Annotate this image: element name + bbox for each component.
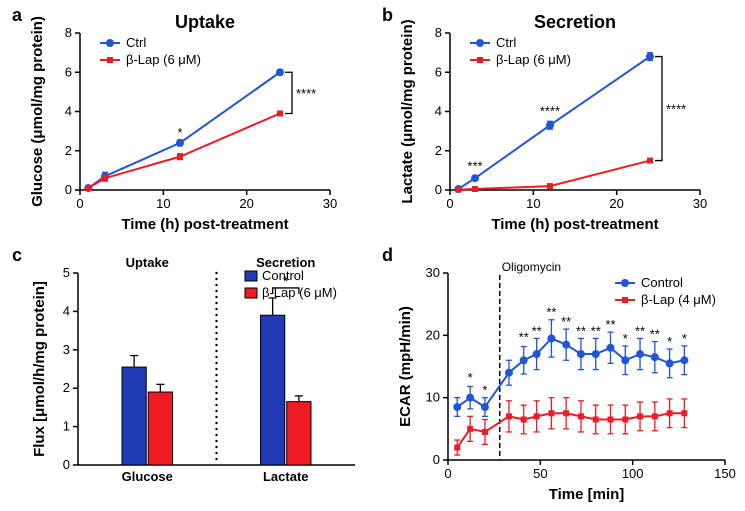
svg-text:0: 0 [444, 466, 451, 481]
panel-b: b 024680102030SecretionTime (h) post-tre… [380, 5, 740, 235]
panel-a: a 024680102030UptakeTime (h) post-treatm… [10, 5, 370, 235]
svg-text:Oligomycin: Oligomycin [502, 260, 561, 274]
svg-text:4: 4 [435, 104, 442, 119]
svg-text:**: ** [605, 317, 615, 332]
svg-text:4: 4 [63, 303, 70, 318]
svg-text:30: 30 [693, 196, 707, 211]
svg-text:β-Lap (6 μM): β-Lap (6 μM) [496, 52, 571, 67]
svg-text:**: ** [519, 330, 529, 345]
svg-text:***: *** [467, 158, 482, 173]
svg-text:Uptake: Uptake [126, 255, 169, 270]
svg-text:Time [min]: Time [min] [549, 486, 625, 503]
svg-text:****: **** [666, 102, 686, 117]
svg-text:Flux [μmol/h/mg protein]: Flux [μmol/h/mg protein] [31, 281, 48, 457]
svg-text:****: **** [540, 103, 560, 118]
svg-text:*: * [623, 331, 628, 346]
svg-text:*: * [482, 383, 487, 398]
svg-text:8: 8 [435, 25, 442, 40]
svg-text:**: ** [546, 305, 556, 320]
svg-text:10: 10 [526, 196, 540, 211]
panel-d: d 0102030050100150Time [min]ECAR (mpH/mi… [380, 245, 740, 505]
svg-text:20: 20 [239, 196, 253, 211]
svg-text:**: ** [591, 323, 601, 338]
svg-text:Control: Control [641, 275, 683, 290]
svg-text:10: 10 [426, 390, 440, 405]
svg-text:10: 10 [156, 196, 170, 211]
svg-text:**: ** [635, 323, 645, 338]
svg-text:3: 3 [63, 342, 70, 357]
svg-text:*: * [177, 125, 182, 140]
svg-text:20: 20 [426, 327, 440, 342]
svg-text:Control: Control [262, 268, 304, 283]
svg-text:100: 100 [622, 466, 644, 481]
svg-text:0: 0 [63, 457, 70, 472]
svg-text:2: 2 [63, 380, 70, 395]
svg-text:β-Lap (6 μM): β-Lap (6 μM) [126, 52, 201, 67]
svg-text:**: ** [561, 314, 571, 329]
svg-text:0: 0 [433, 452, 440, 467]
svg-text:30: 30 [426, 265, 440, 280]
svg-text:Secretion: Secretion [534, 12, 616, 32]
svg-text:2: 2 [435, 143, 442, 158]
svg-text:0: 0 [65, 182, 72, 197]
svg-text:5: 5 [63, 265, 70, 280]
svg-text:Lactate (μmol/mg protein): Lactate (μmol/mg protein) [399, 19, 416, 203]
svg-text:Glucose: Glucose [122, 469, 173, 484]
svg-text:Ctrl: Ctrl [126, 35, 146, 50]
svg-text:20: 20 [609, 196, 623, 211]
svg-text:Time (h) post-treatment: Time (h) post-treatment [121, 216, 288, 233]
svg-text:4: 4 [65, 104, 72, 119]
svg-text:*: * [667, 334, 672, 349]
svg-text:6: 6 [435, 64, 442, 79]
svg-text:6: 6 [65, 64, 72, 79]
svg-text:30: 30 [323, 196, 337, 211]
svg-text:β-Lap (4 μM): β-Lap (4 μM) [641, 292, 716, 307]
svg-text:ECAR (mpH/min): ECAR (mpH/min) [397, 306, 414, 427]
svg-text:Lactate: Lactate [263, 469, 309, 484]
chart-a: 0 2 4 6 8 0 10 20 30 Uptake Time (h) post-treatmen… [10, 5, 370, 235]
svg-text:0: 0 [435, 182, 442, 197]
svg-text:**: ** [576, 323, 586, 338]
panel-c: c 012345Flux [μmol/h/mg protein]UptakeSe… [10, 245, 370, 505]
svg-text:**: ** [650, 326, 660, 341]
chart-b: 0 2 4 6 8 0 10 20 30 Secretion Time (h) post-treat… [380, 5, 740, 235]
svg-text:*: * [468, 370, 473, 385]
svg-text:50: 50 [533, 466, 547, 481]
svg-text:150: 150 [714, 466, 736, 481]
svg-text:1: 1 [63, 419, 70, 434]
svg-text:0: 0 [446, 196, 453, 211]
svg-text:Time (h) post-treatment: Time (h) post-treatment [491, 216, 658, 233]
svg-text:8: 8 [65, 25, 72, 40]
svg-text:Glucose (μmol/mg protein): Glucose (μmol/mg protein) [29, 16, 46, 207]
svg-text:*: * [682, 331, 687, 346]
svg-text:Uptake: Uptake [175, 12, 235, 32]
svg-text:****: **** [296, 86, 316, 101]
chart-d: 0 10 20 30 0 50 100 150 Time [min] ECAR (mpH/min)… [380, 245, 740, 505]
svg-text:β-Lap (6 μM): β-Lap (6 μM) [262, 285, 337, 300]
svg-text:0: 0 [76, 196, 83, 211]
svg-text:**: ** [532, 323, 542, 338]
svg-text:Ctrl: Ctrl [496, 35, 516, 50]
chart-c: 012345Flux [μmol/h/mg protein]UptakeSecr… [10, 245, 370, 505]
svg-text:2: 2 [65, 143, 72, 158]
